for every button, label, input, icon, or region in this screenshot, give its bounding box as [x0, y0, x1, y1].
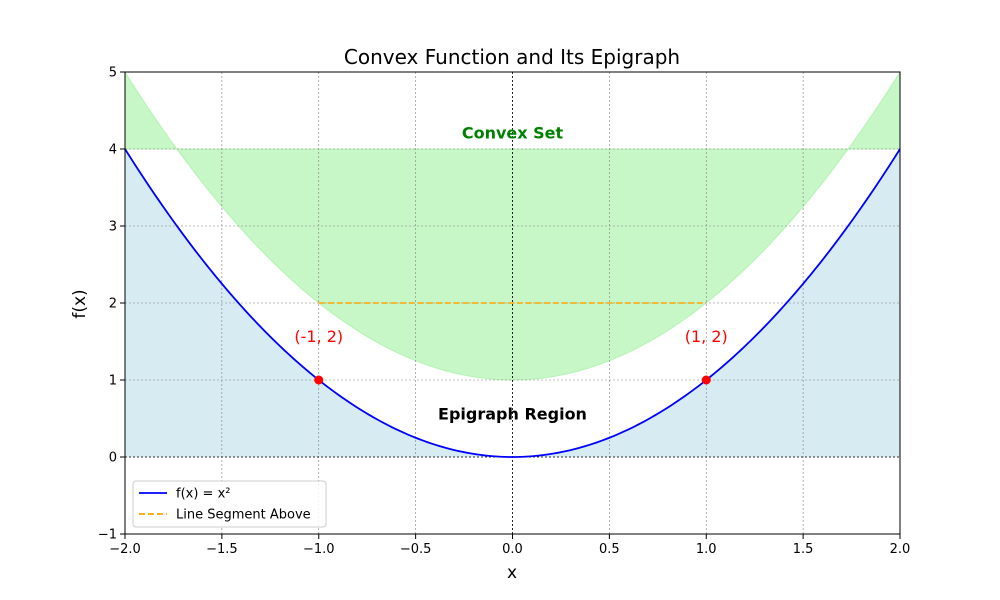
annotation-convex-set: Convex Set	[462, 124, 564, 143]
legend: f(x) = x² Line Segment Above	[132, 480, 327, 528]
y-tick-label: 3	[109, 220, 117, 235]
x-tick-label: −1.0	[303, 542, 335, 557]
y-axis-label: f(x)	[70, 289, 90, 318]
x-tick-label: 0.0	[502, 542, 523, 557]
legend-entry: f(x) = x²	[176, 487, 230, 502]
plot-area: (-1, 2) (1, 2) Convex Set Epigraph Region −2…	[98, 66, 911, 558]
series-line-fx	[124, 148, 901, 458]
x-axis-label: x	[507, 563, 517, 583]
x-tick-label: 1.0	[696, 542, 717, 557]
x-tick-label: 0.5	[599, 542, 620, 557]
y-tick-label: 4	[109, 143, 117, 158]
data-point	[701, 375, 711, 385]
x-tick-label: −0.5	[400, 542, 432, 557]
y-tick-label: 1	[109, 374, 117, 389]
point-label: (-1, 2)	[294, 327, 343, 346]
y-tick-label: 5	[109, 66, 117, 81]
x-tick-label: 1.5	[793, 542, 814, 557]
x-tick-label: 2.0	[890, 542, 911, 557]
y-tick-label: 2	[109, 297, 117, 312]
y-tick-label: 0	[109, 451, 117, 466]
legend-box	[132, 480, 327, 528]
point-label: (1, 2)	[685, 327, 728, 346]
annotation-epigraph-region: Epigraph Region	[438, 405, 587, 424]
data-point	[314, 375, 324, 385]
y-tick-label: −1	[98, 528, 117, 543]
chart-title: Convex Function and Its Epigraph	[344, 45, 680, 69]
x-tick-label: −2.0	[109, 542, 141, 557]
legend-entry: Line Segment Above	[176, 508, 311, 523]
x-tick-label: −1.5	[206, 542, 238, 557]
